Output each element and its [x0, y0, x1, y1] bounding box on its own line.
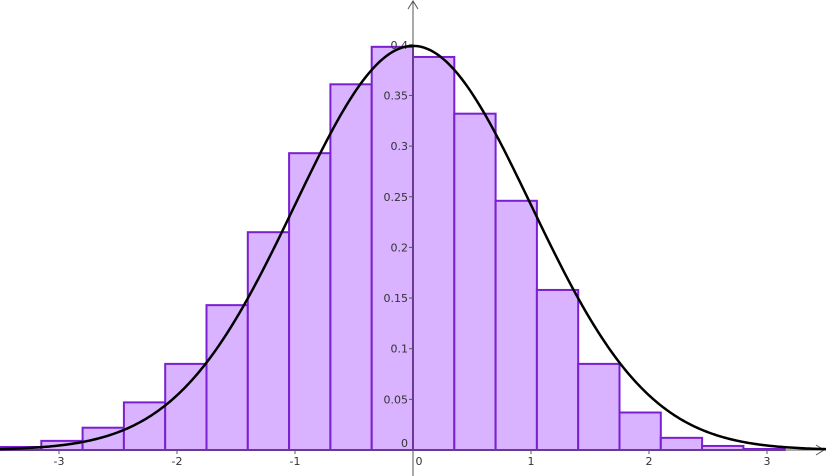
y-tick-label: 0.3 [391, 140, 409, 153]
x-tick-label: 1 [528, 455, 535, 468]
x-tick-label: 0 [416, 455, 423, 468]
histogram-bar [288, 152, 332, 451]
histogram-bar [164, 362, 208, 451]
x-tick-label: -3 [54, 455, 65, 468]
y-tick-label: 0.05 [384, 393, 409, 406]
y-tick-label: 0.15 [384, 292, 409, 305]
histogram-bar [246, 231, 291, 451]
histogram-bar [205, 304, 249, 451]
histogram-bars [0, 45, 786, 452]
histogram-bar [701, 444, 745, 451]
x-tick-label: -1 [290, 455, 301, 468]
normal-density-curve [0, 44, 826, 451]
histogram-bar [659, 436, 704, 451]
y-tick-label: 0 [401, 437, 408, 450]
histogram-bar [535, 288, 580, 452]
histogram-bar [453, 112, 497, 452]
histogram-bar [577, 362, 621, 451]
x-tick-label: 3 [764, 455, 771, 468]
y-axis-arrow [407, 0, 419, 10]
histogram-bar [370, 45, 415, 452]
y-tick-label: 0.2 [391, 241, 409, 254]
histogram-bar [329, 83, 373, 451]
x-tick-label: -2 [172, 455, 183, 468]
histogram-bar [494, 199, 538, 451]
y-tick-label: 0.4 [391, 39, 409, 52]
y-tick-label: 0.25 [384, 191, 409, 204]
x-tick-label: 2 [646, 455, 653, 468]
tick-labels: -3 -2 -1 0 1 2 3 0 0.05 0.1 0.15 0.2 0.25 0.3 0.35 0.4 [54, 39, 771, 468]
histogram-bar [412, 55, 456, 452]
y-tick-label: 0.35 [384, 89, 409, 102]
y-tick-label: 0.1 [391, 343, 409, 356]
histogram-bar [618, 411, 662, 452]
